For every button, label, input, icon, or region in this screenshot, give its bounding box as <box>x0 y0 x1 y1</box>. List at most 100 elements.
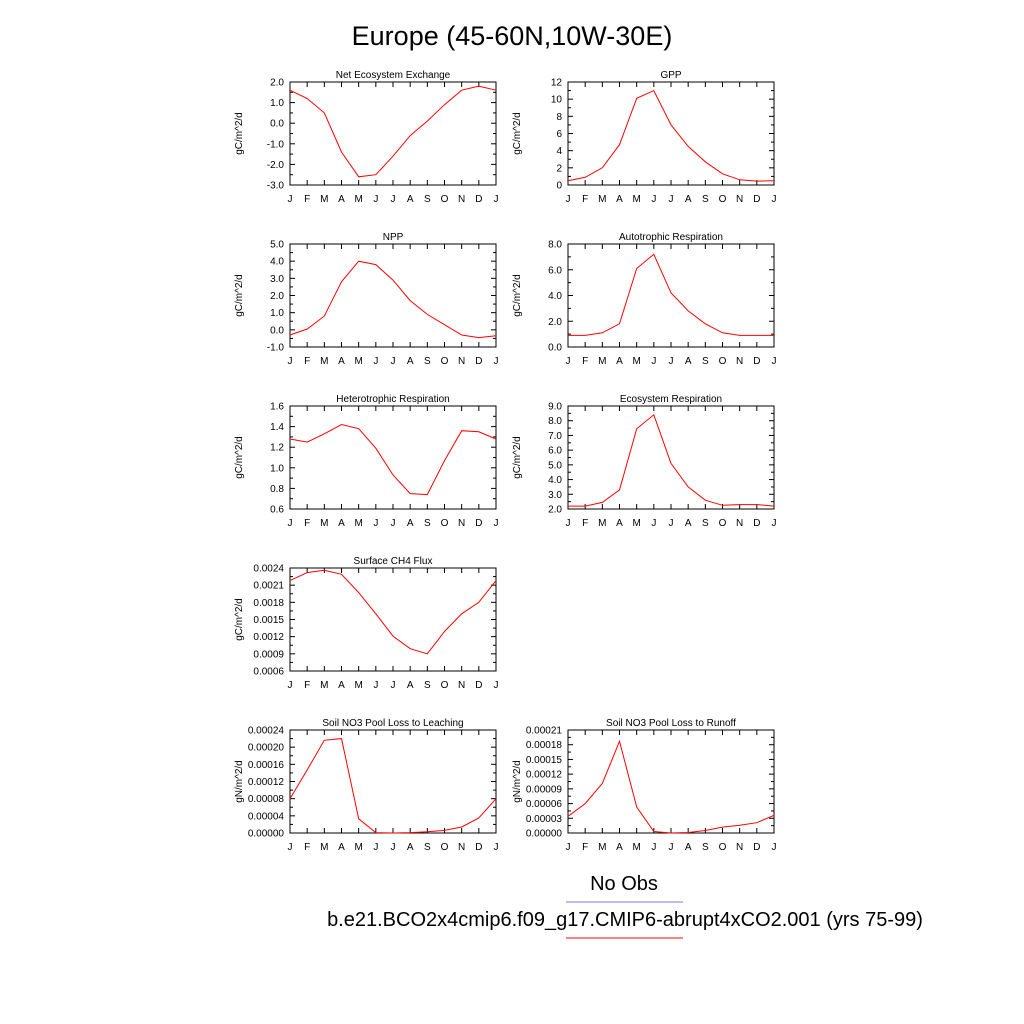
x-tick-label: S <box>424 194 431 205</box>
y-tick-label: 0.00003 <box>526 814 563 825</box>
x-tick-label: A <box>616 842 623 853</box>
y-tick-label: 6 <box>556 129 562 140</box>
x-tick-label: O <box>719 194 727 205</box>
x-tick-label: A <box>685 356 692 367</box>
x-tick-label: J <box>566 194 571 205</box>
x-tick-label: F <box>582 194 588 205</box>
x-tick-label: J <box>772 356 777 367</box>
y-tick-label: 0.0024 <box>253 564 284 575</box>
x-tick-label: F <box>582 842 588 853</box>
x-tick-label: A <box>338 356 345 367</box>
x-tick-label: J <box>391 194 396 205</box>
x-tick-label: M <box>320 356 328 367</box>
series-line <box>289 85 497 178</box>
y-tick-label: 0.0015 <box>253 615 284 626</box>
y-tick-label: 1.4 <box>270 422 284 433</box>
y-tick-label: 0.0021 <box>253 581 284 592</box>
x-tick-label: J <box>494 680 499 691</box>
x-tick-label: J <box>391 842 396 853</box>
x-tick-label: M <box>354 194 362 205</box>
x-tick-label: D <box>753 194 760 205</box>
y-tick-label: 6.0 <box>548 446 562 457</box>
y-tick-label: 8.0 <box>548 416 562 427</box>
y-tick-label: 0.00000 <box>248 829 285 840</box>
x-tick-label: M <box>598 194 606 205</box>
x-tick-label: J <box>373 842 378 853</box>
plot-frame <box>567 243 775 348</box>
panel-6: Ecosystem Respiration gC/m^2/d 9.0 8.0 7.0 6.… <box>512 394 777 529</box>
x-tick-label: J <box>391 680 396 691</box>
y-tick-label: 1.0 <box>270 308 284 319</box>
x-tick-label: O <box>441 680 449 691</box>
y-tick-label: 4.0 <box>270 257 284 268</box>
y-tick-label: 0.0 <box>270 325 284 336</box>
y-tick-label: 4.0 <box>548 475 562 486</box>
y-tick-label: 10 <box>551 95 563 106</box>
y-tick-label: 2.0 <box>270 291 284 302</box>
x-tick-label: M <box>632 842 640 853</box>
y-tick-label: 3.0 <box>270 274 284 285</box>
x-tick-label: A <box>685 518 692 529</box>
x-tick-label: A <box>616 518 623 529</box>
y-tick-label: 1.2 <box>270 443 284 454</box>
x-tick-label: D <box>753 842 760 853</box>
x-tick-label: M <box>320 194 328 205</box>
y-tick-label: 0.00009 <box>526 784 563 795</box>
x-tick-label: S <box>424 842 431 853</box>
x-tick-label: A <box>407 518 414 529</box>
y-axis-label: gC/m^2/d <box>234 598 245 641</box>
x-tick-label: A <box>407 356 414 367</box>
x-tick-label: J <box>772 518 777 529</box>
y-tick-label: 6.0 <box>548 265 562 276</box>
panel-title: Net Ecosystem Exchange <box>336 70 451 81</box>
x-tick-label: O <box>719 842 727 853</box>
panel-title: GPP <box>660 70 681 81</box>
panel-5: Heterotrophic Respiration gC/m^2/d 1.6 1.4 1… <box>234 394 499 529</box>
y-axis-label: gC/m^2/d <box>512 274 523 317</box>
x-tick-label: J <box>651 194 656 205</box>
x-tick-label: J <box>566 518 571 529</box>
x-tick-label: A <box>338 842 345 853</box>
y-tick-label: 0.6 <box>270 505 284 516</box>
x-tick-label: A <box>407 194 414 205</box>
y-tick-label: 0.00006 <box>526 799 563 810</box>
x-tick-label: M <box>320 518 328 529</box>
panel-4: Autotrophic Respiration gC/m^2/d 8.0 6.0 4.0… <box>512 232 777 367</box>
x-tick-label: N <box>736 194 743 205</box>
x-tick-label: J <box>494 356 499 367</box>
x-tick-label: M <box>632 356 640 367</box>
x-tick-label: N <box>458 518 465 529</box>
x-tick-label: J <box>373 680 378 691</box>
x-tick-label: N <box>736 842 743 853</box>
y-tick-label: 0.00012 <box>526 770 563 781</box>
x-tick-label: A <box>338 194 345 205</box>
y-tick-label: 0.00018 <box>526 740 563 751</box>
x-tick-label: J <box>669 194 674 205</box>
x-tick-label: F <box>304 518 310 529</box>
x-tick-label: J <box>566 842 571 853</box>
y-tick-label: 0.00016 <box>248 760 285 771</box>
x-tick-label: A <box>407 842 414 853</box>
y-tick-label: 5.0 <box>548 460 562 471</box>
panel-title: Autotrophic Respiration <box>619 232 723 243</box>
x-tick-label: F <box>304 356 310 367</box>
x-tick-label: J <box>288 194 293 205</box>
series-line <box>567 89 775 182</box>
plot-frame <box>289 81 497 186</box>
x-tick-label: J <box>669 842 674 853</box>
x-tick-label: D <box>753 518 760 529</box>
x-tick-label: J <box>494 842 499 853</box>
x-tick-label: F <box>582 356 588 367</box>
y-tick-label: 2.0 <box>270 78 284 89</box>
panel-title: NPP <box>383 232 404 243</box>
y-tick-label: 0.00024 <box>248 726 285 737</box>
y-tick-label: 8 <box>556 112 562 123</box>
y-tick-label: 8.0 <box>548 240 562 251</box>
x-tick-label: M <box>354 842 362 853</box>
x-tick-label: J <box>373 518 378 529</box>
x-tick-label: J <box>566 356 571 367</box>
x-tick-label: J <box>669 518 674 529</box>
x-tick-label: J <box>391 518 396 529</box>
plot-frame <box>289 243 497 348</box>
plot-frame <box>567 729 775 834</box>
